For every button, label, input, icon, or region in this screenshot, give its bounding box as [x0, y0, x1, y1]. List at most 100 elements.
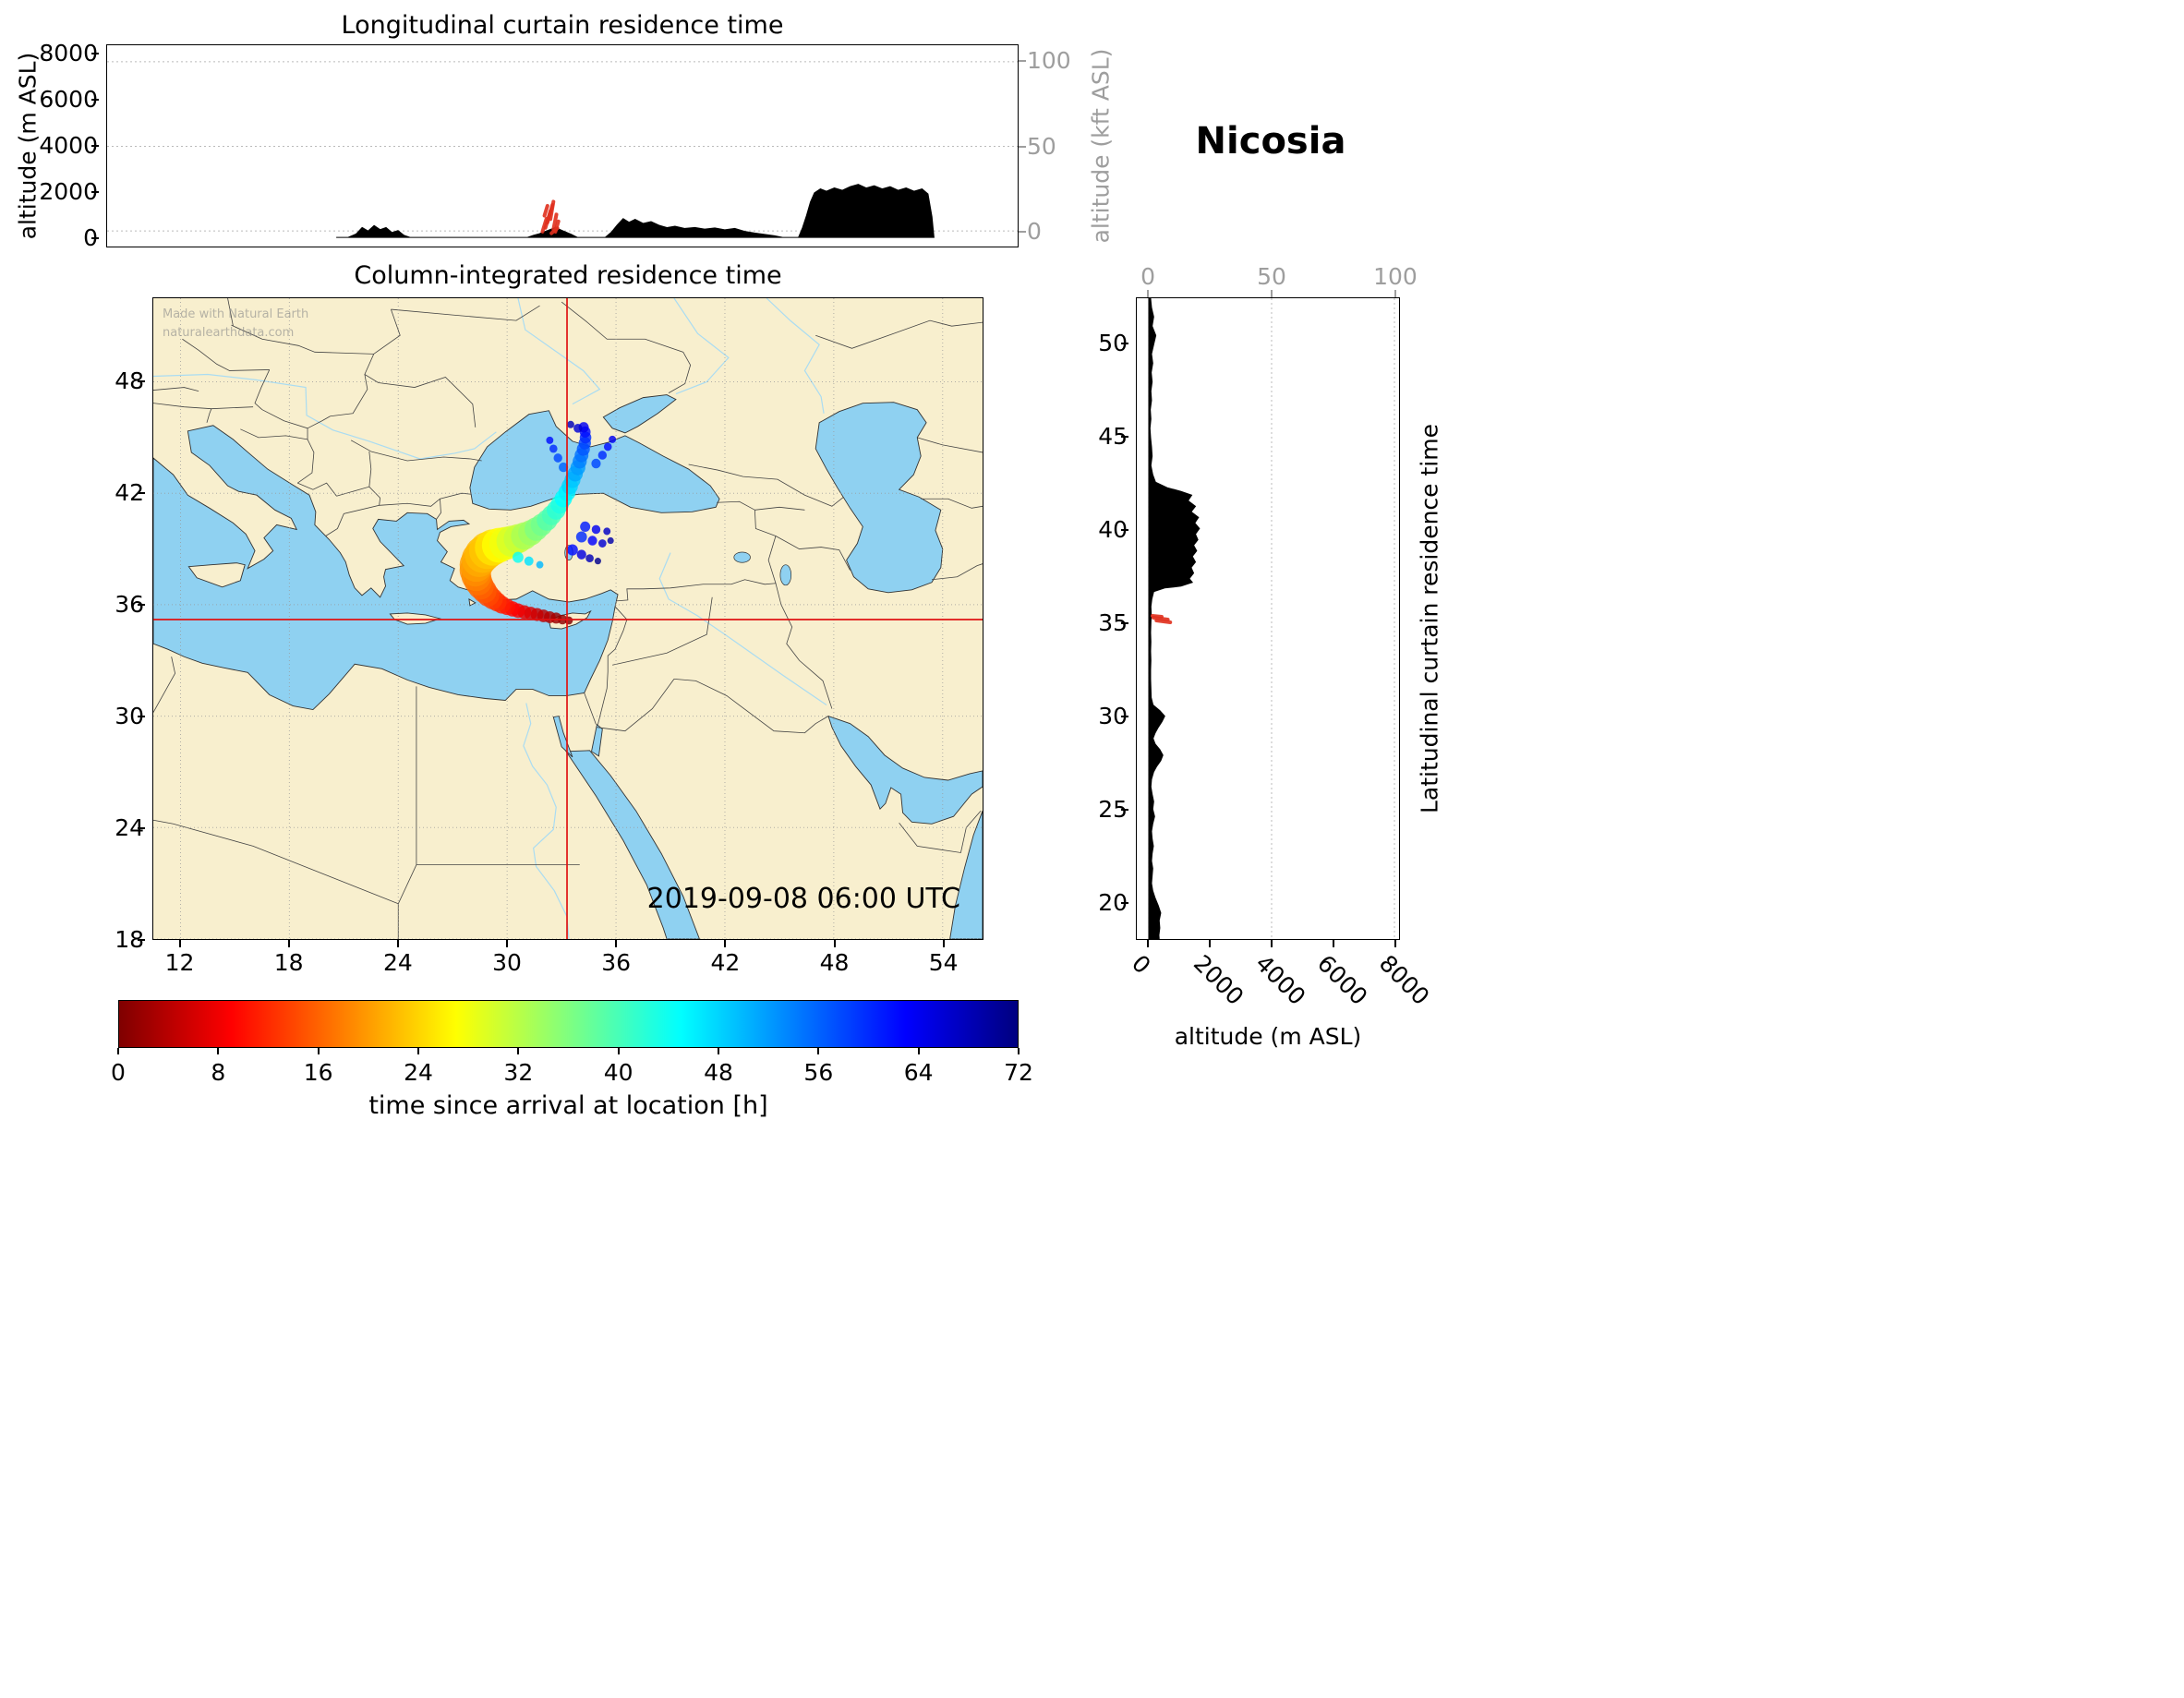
map-shape	[231, 325, 373, 354]
tick-mark	[1332, 940, 1334, 947]
tick-mark	[917, 1048, 920, 1054]
tick-mark	[317, 1048, 320, 1054]
persian-gulf	[828, 717, 983, 825]
tick-mark	[217, 1048, 220, 1054]
tick-mark	[1121, 715, 1128, 717]
trajectory-point	[576, 549, 586, 560]
trajectory-point	[580, 521, 591, 533]
danube-river	[153, 374, 496, 459]
latitudinal-curtain-plot	[1137, 298, 1399, 939]
map-shape	[597, 679, 674, 730]
map-shape	[182, 339, 269, 370]
tick-mark	[287, 940, 290, 947]
map-xtick-label: 42	[710, 949, 741, 976]
map-shape	[331, 374, 368, 415]
map-shape	[717, 501, 776, 584]
sea-of-azov	[603, 395, 676, 433]
map-shape	[297, 483, 336, 496]
right-xtick-bottom-label: 8000	[1373, 949, 1435, 1011]
map-ytick-label: 42	[115, 478, 144, 506]
terrain-profile	[1149, 298, 1200, 939]
receptor-crosshair	[153, 298, 983, 939]
trajectory-point	[587, 536, 597, 546]
top-ytick-left-label: 0	[83, 224, 98, 251]
tick-mark	[117, 1048, 119, 1054]
map-xtick-label: 12	[164, 949, 195, 976]
map-ytick-label: 48	[115, 367, 144, 394]
map-shape	[917, 438, 983, 452]
lake-van	[734, 552, 751, 562]
map-shape	[391, 306, 539, 320]
map-shape	[255, 369, 270, 409]
tick-mark	[1019, 60, 1026, 62]
tick-mark	[1121, 622, 1128, 625]
colorbar-tick-label: 72	[1004, 1059, 1033, 1086]
tick-mark	[1147, 940, 1150, 947]
map-shape	[351, 440, 371, 452]
tick-mark	[138, 826, 145, 829]
trajectory-plume	[459, 420, 617, 625]
dnieper-river	[518, 298, 599, 404]
right-xtick-bottom-label: 2000	[1188, 949, 1249, 1011]
map-shape	[932, 564, 983, 580]
top-ytick-right-label: 0	[1027, 218, 1042, 245]
map-attribution: Made with Natural Earth naturalearthdata…	[163, 306, 308, 342]
trajectory-point	[603, 442, 612, 452]
tick-mark	[1121, 901, 1128, 904]
trajectory-point	[553, 453, 562, 463]
right-panel-xlabel: altitude (m ASL)	[1174, 1023, 1362, 1050]
tick-mark	[138, 603, 145, 606]
map-shape	[612, 597, 712, 665]
tick-mark	[91, 53, 99, 54]
tick-mark	[506, 940, 509, 947]
trajectory-point	[573, 423, 583, 433]
caspian-sea	[815, 403, 943, 593]
right-ytick-label: 20	[1098, 888, 1128, 916]
tick-mark	[942, 940, 945, 947]
map-xtick-label: 54	[928, 949, 959, 976]
right-ytick-label: 30	[1098, 702, 1128, 729]
map-shape	[369, 452, 371, 487]
plume-curtain-mark	[553, 214, 556, 229]
trajectory-point	[536, 560, 544, 569]
colorbar-tick-label: 16	[303, 1059, 333, 1086]
map-attribution-line1: Made with Natural Earth	[163, 307, 309, 321]
map-shape	[207, 409, 211, 423]
map-shape	[153, 403, 253, 409]
top-ytick-left-label: 6000	[39, 86, 98, 113]
plume-curtain-mark	[551, 228, 557, 233]
trajectory-point	[591, 458, 601, 469]
tick-mark	[1147, 290, 1150, 297]
tick-mark	[91, 191, 99, 193]
map-ytick-label: 24	[115, 813, 144, 841]
longitudinal-curtain-title: Longitudinal curtain residence time	[341, 11, 784, 40]
right-xtick-bottom-label: 6000	[1311, 949, 1373, 1011]
map-xtick-label: 36	[601, 949, 632, 976]
map-attribution-line2: naturalearthdata.com	[163, 325, 295, 340]
trajectory-point	[575, 531, 587, 543]
map-shape	[153, 820, 398, 904]
plume-curtain-mark	[1152, 616, 1162, 617]
plume-curtain-mark	[545, 206, 548, 216]
top-ytick-right-label: 50	[1027, 132, 1056, 160]
map-shape	[754, 507, 804, 510]
right-xtick-top-label: 0	[1140, 263, 1155, 290]
top-ytick-right-label: 100	[1027, 47, 1071, 74]
map-shape	[597, 607, 626, 725]
right-ytick-label: 35	[1098, 609, 1128, 637]
volga-river	[766, 298, 824, 414]
trajectory-point	[597, 451, 608, 460]
map-shape	[674, 679, 828, 732]
top-ytick-left-label: 4000	[39, 132, 98, 159]
tick-mark	[417, 1048, 419, 1054]
tick-mark	[1019, 145, 1026, 148]
map-shape	[921, 499, 983, 508]
map-ytick-label: 30	[115, 702, 144, 729]
trajectory-point	[549, 444, 558, 453]
nile-river	[524, 704, 569, 939]
map-shape	[365, 309, 476, 428]
terrain-profile	[336, 185, 934, 237]
right-ytick-label: 45	[1098, 423, 1128, 451]
colorbar-tick-label: 48	[704, 1059, 733, 1086]
